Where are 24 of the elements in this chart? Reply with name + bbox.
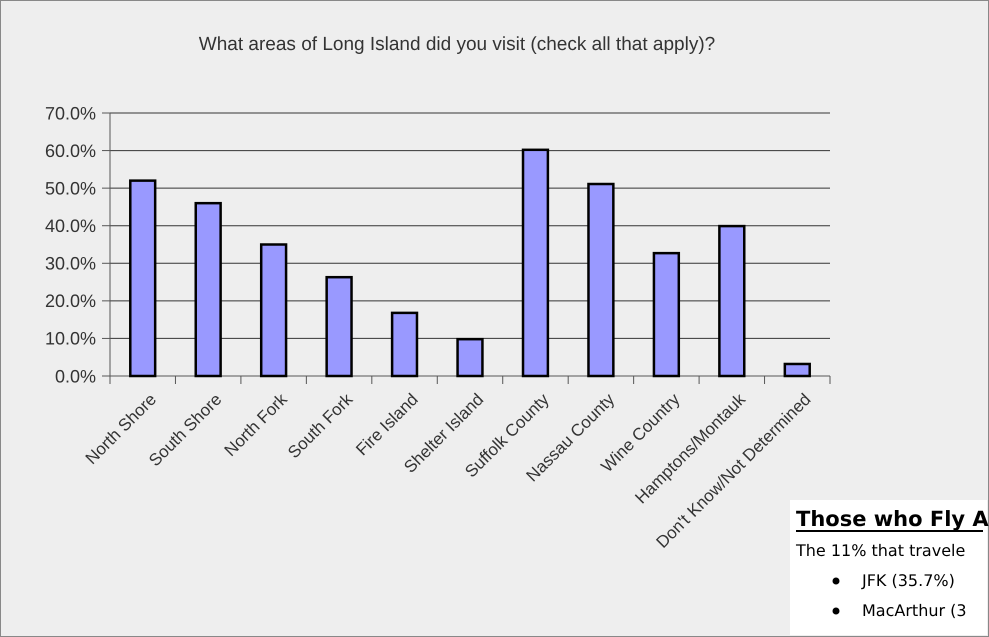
text: JFK (35.7%): [861, 571, 955, 590]
y-tick-label: 20.0%: [44, 291, 96, 312]
bar: [390, 312, 418, 378]
y-tick-label: 0.0%: [54, 366, 96, 386]
text: The 11% that travele: [795, 541, 966, 560]
bar: [194, 202, 222, 378]
y-tick-label: 70.0%: [44, 103, 96, 124]
y-tick-label: 30.0%: [44, 254, 96, 274]
text: Those who Fly A: [796, 507, 989, 531]
bar: [652, 252, 680, 378]
y-tick-label: 40.0%: [44, 216, 96, 236]
text: MacArthur (3: [862, 601, 967, 620]
bar: [325, 276, 353, 378]
y-tick-label: 10.0%: [44, 328, 96, 349]
y-tick-label: 60.0%: [44, 140, 96, 161]
bar: [522, 148, 550, 378]
y-tick-label: 50.0%: [44, 178, 96, 198]
bar: [718, 224, 746, 378]
bar: [784, 362, 811, 378]
bar: [129, 179, 156, 378]
chart-title: What areas of Long Island did you visit (check all that apply)?: [198, 34, 716, 55]
bar: [587, 182, 615, 378]
bar: [260, 243, 288, 378]
bar: [456, 338, 484, 378]
